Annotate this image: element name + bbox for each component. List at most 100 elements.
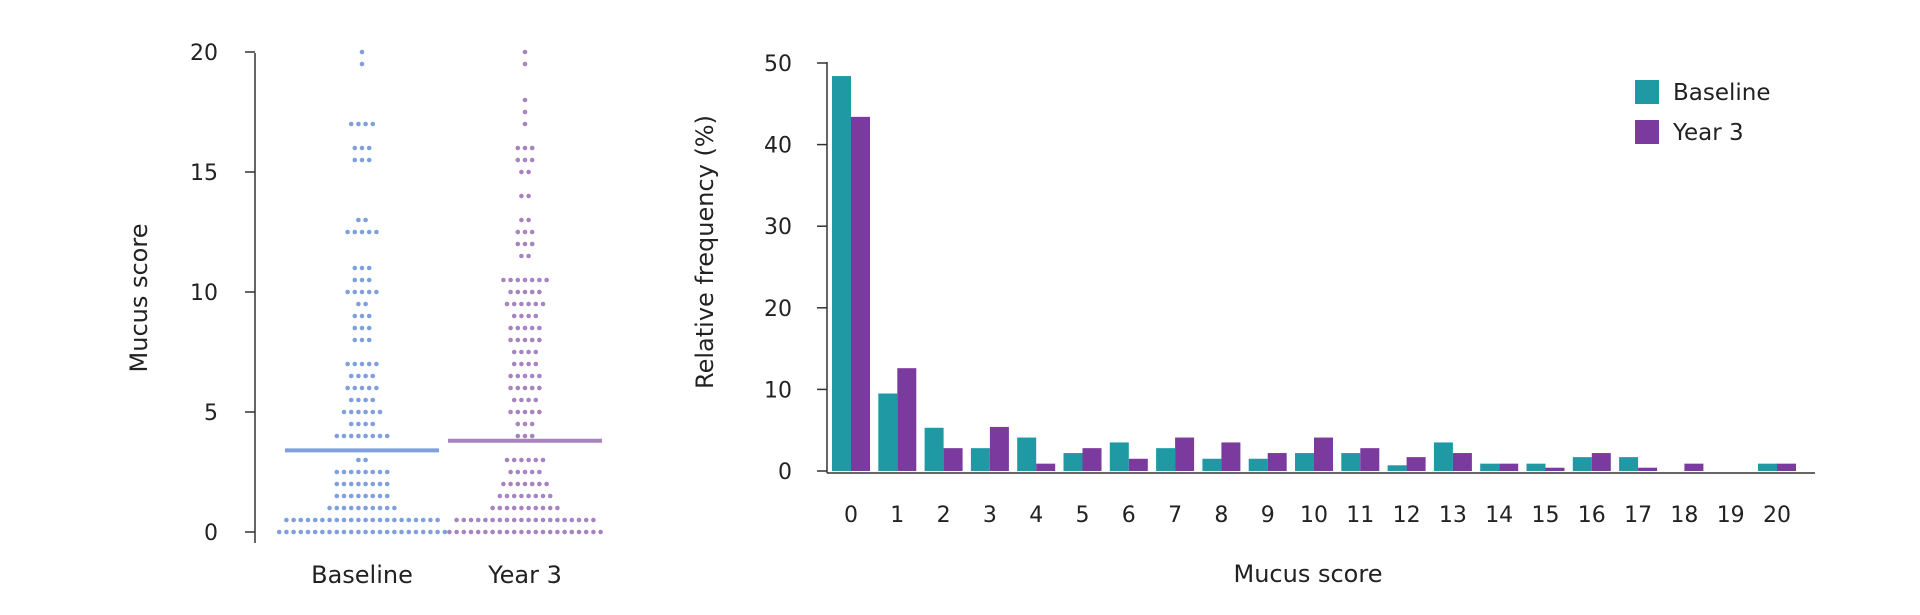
dot-point <box>519 313 524 319</box>
dot-point <box>352 385 358 391</box>
dot-point <box>533 313 539 319</box>
dot-point <box>413 529 419 535</box>
dot-point <box>504 517 510 523</box>
dot-point <box>515 385 521 391</box>
bar-baseline <box>878 393 898 471</box>
dot-point <box>522 61 528 67</box>
dot-point <box>497 493 503 499</box>
bar-chart-x-tick-label: 0 <box>844 503 858 528</box>
dot-point <box>370 493 376 499</box>
dot-point <box>305 517 311 523</box>
dot-point <box>508 325 513 331</box>
dot-point <box>356 421 361 427</box>
dot-point <box>526 493 531 499</box>
dot-point <box>468 517 474 523</box>
bar-baseline <box>1295 453 1314 471</box>
dot-point <box>468 529 474 535</box>
dot-point <box>420 529 426 535</box>
dot-point <box>348 433 354 439</box>
bar-baseline <box>832 76 851 471</box>
dot-plot-medians <box>285 438 602 453</box>
dot-point <box>374 229 379 235</box>
dot-point <box>348 469 354 475</box>
dot-point <box>526 301 531 307</box>
dot-point <box>348 421 354 427</box>
dot-point <box>392 505 397 511</box>
dot-point <box>515 433 521 439</box>
dot-point <box>515 229 521 235</box>
dot-point <box>511 493 517 499</box>
bar-year3 <box>1360 448 1380 471</box>
dot-point <box>363 397 368 403</box>
dot-point <box>352 325 358 331</box>
bar-year3 <box>1684 463 1704 471</box>
dot-point <box>519 493 524 499</box>
dot-point <box>384 433 390 439</box>
dot-point <box>576 517 582 523</box>
dot-point <box>583 529 589 535</box>
bar-chart-x-tick-label: 10 <box>1300 503 1328 528</box>
dot-point <box>384 505 390 511</box>
dot-point <box>529 289 535 295</box>
dot-point <box>555 529 560 535</box>
dot-point <box>533 361 539 367</box>
dot-point <box>522 433 528 439</box>
dot-point <box>348 121 354 127</box>
dot-point <box>508 337 513 343</box>
dot-point <box>374 385 379 391</box>
dot-point <box>540 505 546 511</box>
dot-point <box>526 349 531 355</box>
dot-point <box>334 505 340 511</box>
bar-year3 <box>943 448 963 471</box>
dot-plot-y-axis-label: Mucus score <box>125 224 153 373</box>
bar-chart-y-tick-label: 40 <box>764 134 792 159</box>
bar-chart-x-tick-label: 11 <box>1346 503 1374 528</box>
dot-point <box>526 217 531 223</box>
dot-point <box>334 493 340 499</box>
dot-point <box>533 517 539 523</box>
dot-point <box>428 517 433 523</box>
dot-point <box>519 301 524 307</box>
dot-point <box>537 277 542 283</box>
dot-point <box>519 169 524 175</box>
dot-point <box>312 517 318 523</box>
bar-chart-x-tick-label: 6 <box>1122 503 1136 528</box>
bar-year3 <box>1591 453 1611 471</box>
dot-point <box>352 337 358 343</box>
bar-chart-x-tick-label: 4 <box>1029 503 1043 528</box>
dot-point <box>511 517 517 523</box>
bar-baseline <box>1572 457 1592 471</box>
dot-point <box>526 253 531 259</box>
dot-point <box>504 301 510 307</box>
dot-point <box>341 493 347 499</box>
dot-point <box>359 337 365 343</box>
dot-point <box>537 337 542 343</box>
dot-point <box>522 325 528 331</box>
dot-point <box>529 241 535 247</box>
dot-point <box>363 457 368 463</box>
bar-chart-y-axis-label: Relative frequency (%) <box>691 115 719 389</box>
dot-point <box>519 397 524 403</box>
dot-point <box>363 433 368 439</box>
dot-point <box>537 325 542 331</box>
dot-point <box>341 433 347 439</box>
dot-point <box>370 373 376 379</box>
dot-point <box>508 409 513 415</box>
dot-point <box>435 529 440 535</box>
dot-point <box>291 529 296 535</box>
dot-point <box>363 217 368 223</box>
dot-point <box>504 493 510 499</box>
dot-point <box>555 505 560 511</box>
dot-point <box>366 289 372 295</box>
bar-year3 <box>1082 448 1102 471</box>
dot-point <box>377 529 383 535</box>
dot-point <box>359 385 365 391</box>
dot-point <box>522 289 528 295</box>
dot-point <box>547 529 553 535</box>
bar-chart-y-tick-label: 10 <box>764 378 792 403</box>
dot-point <box>529 277 535 283</box>
dot-point <box>504 505 510 511</box>
dot-point <box>522 385 528 391</box>
dot-point <box>366 157 372 163</box>
bar-baseline <box>1341 453 1361 471</box>
